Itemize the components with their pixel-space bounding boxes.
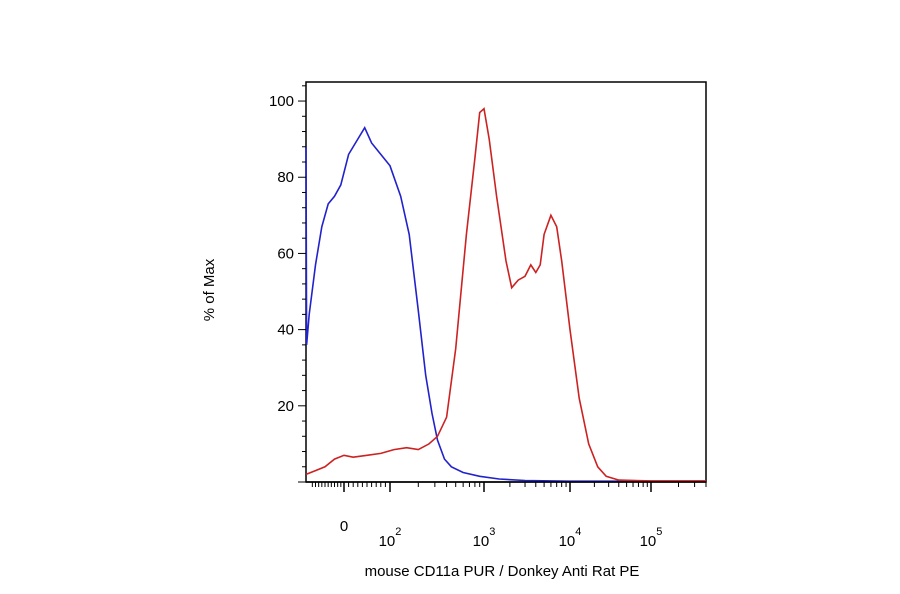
y-tick-label: 80: [277, 169, 294, 186]
x-tick-label: 0: [340, 518, 348, 535]
y-axis: 20 40 60 80 100: [269, 85, 306, 483]
histogram-line-1: [305, 125, 706, 482]
histogram-line-2: [305, 107, 706, 482]
x-tick-label: 104: [559, 526, 582, 550]
y-axis-label: % of Max: [201, 258, 218, 321]
x-axis-label: mouse CD11a PUR / Donkey Anti Rat PE: [365, 563, 640, 580]
x-tick-label: 102: [379, 526, 402, 550]
x-tick-label: 105: [640, 526, 663, 550]
y-tick-label: 40: [277, 322, 294, 339]
y-tick-label: 20: [277, 398, 294, 415]
x-tick-label: 103: [473, 526, 496, 550]
y-tick-label: 100: [269, 93, 294, 110]
plot-lines: [305, 107, 706, 482]
y-tick-label: 60: [277, 245, 294, 262]
x-axis: 0 102 103 104 105: [306, 481, 707, 550]
plot-frame: [305, 81, 707, 483]
